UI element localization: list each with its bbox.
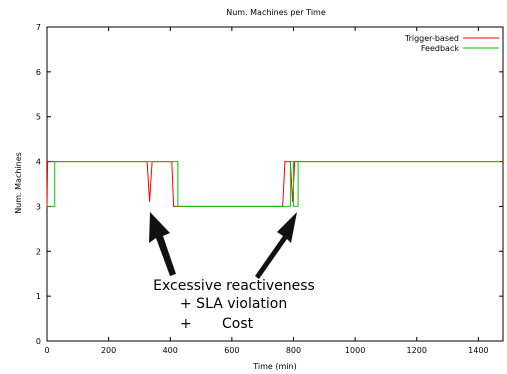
right-arrow-icon — [255, 212, 297, 279]
x-tick-label: 400 — [163, 346, 178, 355]
y-tick-label: 1 — [36, 292, 41, 301]
y-tick-label: 6 — [36, 68, 41, 77]
annotation-line-3-cost: Cost — [222, 316, 254, 332]
chart-title: Num. Machines per Time — [226, 8, 326, 17]
x-tick-label: 200 — [101, 346, 116, 355]
y-tick-label: 5 — [36, 113, 41, 122]
x-tick-label: 0 — [44, 346, 49, 355]
annotation-line-1: Excessive reactiveness — [153, 278, 315, 294]
x-tick-label: 600 — [224, 346, 239, 355]
y-tick-label: 0 — [36, 337, 41, 346]
y-ticks: 0 1 2 3 4 5 6 7 — [36, 23, 503, 346]
x-axis-label: Time (min) — [252, 362, 296, 371]
y-tick-label: 3 — [36, 202, 41, 211]
left-arrow-icon — [149, 212, 176, 276]
y-axis-label: Num. Machines — [14, 152, 23, 214]
x-ticks: 0 200 400 600 800 1000 1200 1400 — [44, 27, 489, 355]
annotation-line-2: + SLA violation — [180, 296, 287, 312]
legend-label: Trigger-based — [404, 34, 459, 43]
x-tick-label: 1200 — [407, 346, 427, 355]
series-line-feedback — [47, 161, 500, 207]
series-group — [46, 161, 503, 207]
x-tick-label: 1000 — [345, 346, 365, 355]
arrow-annotation — [149, 212, 297, 279]
series-line-trigger-based — [46, 161, 503, 207]
y-tick-label: 4 — [36, 158, 41, 167]
legend-label: Feedback — [421, 44, 459, 53]
x-tick-label: 1400 — [468, 346, 488, 355]
y-tick-label: 7 — [36, 23, 41, 32]
y-tick-label: 2 — [36, 247, 41, 256]
x-tick-label: 800 — [286, 346, 301, 355]
annotation-line-3-plus: + — [180, 316, 192, 332]
